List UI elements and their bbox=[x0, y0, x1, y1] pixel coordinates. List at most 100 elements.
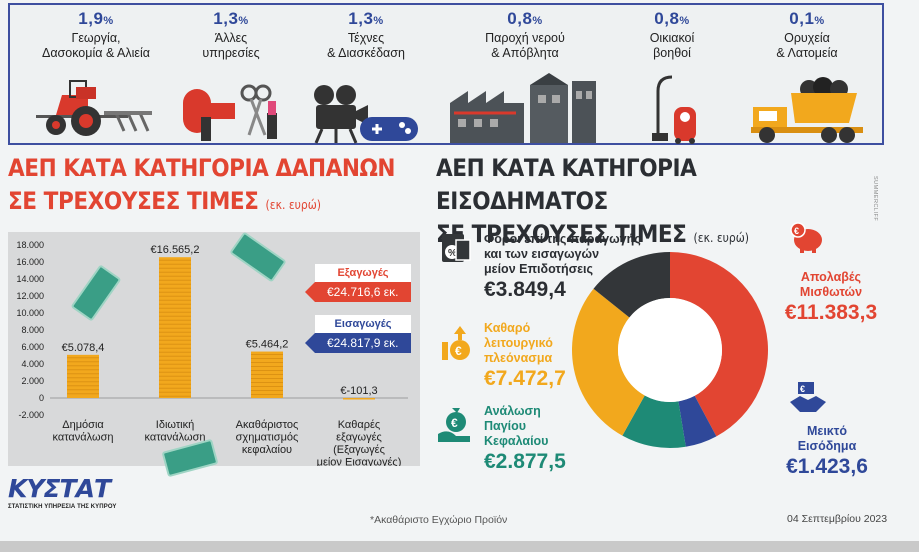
sector-pct: 0,8% bbox=[507, 9, 543, 28]
sector-pct: 1,3% bbox=[213, 9, 249, 28]
category-label: εξαγωγές bbox=[336, 432, 382, 444]
y-tick-label: 18.000 bbox=[16, 240, 44, 250]
y-tick-label: -2.000 bbox=[18, 410, 44, 420]
imports-value: €24.817,9 εκ. bbox=[305, 333, 411, 353]
exports-value: €24.716,6 εκ. bbox=[305, 282, 411, 302]
sector-water: 0,8% Παροχή νερού & Απόβλητα bbox=[450, 9, 600, 143]
income-donut-chart bbox=[572, 252, 768, 448]
sector-name: Ορυχεία & Λατομεία bbox=[776, 31, 838, 60]
income-surplus-amount: €7.472,7 bbox=[484, 367, 566, 390]
factory-icon bbox=[450, 73, 596, 143]
sector-household: 0,8% Οικιακοί βοηθοί bbox=[608, 9, 736, 144]
income-compensation: Απολαβές Μισθωτών €11.383,3 bbox=[781, 270, 881, 326]
bar bbox=[159, 257, 191, 398]
svg-text:€: € bbox=[794, 226, 799, 236]
income-taxes-amount: €3.849,4 bbox=[484, 278, 566, 301]
income-mixed-label: Μεικτό Εισόδημα bbox=[797, 424, 857, 453]
donut-slice bbox=[572, 288, 645, 436]
sector-name: Παροχή νερού & Απόβλητα bbox=[485, 31, 565, 60]
svg-text:€: € bbox=[800, 384, 805, 394]
category-label: Ακαθάριστος bbox=[236, 419, 299, 431]
piggy-bank-icon: € bbox=[790, 222, 822, 253]
income-capital: Ανάλωση Παγίου Κεφαλαίου €2.877,5 bbox=[484, 404, 566, 475]
expenditure-bar-chart: 18.000 16.000 14.000 12.000 10.000 8.000 6.000… bbox=[16, 240, 408, 467]
bar-value-label: €5.078,4 bbox=[62, 342, 105, 354]
y-tick-label: 10.000 bbox=[16, 308, 44, 318]
sector-name: Τέχνες & Διασκέδαση bbox=[327, 31, 405, 60]
y-tick-label: 14.000 bbox=[16, 274, 44, 284]
tax-document-icon: % bbox=[442, 234, 471, 262]
category-label: Ιδιωτική bbox=[156, 419, 194, 431]
bottom-band bbox=[0, 541, 919, 552]
sector-name: Οικιακοί βοηθοί bbox=[649, 31, 695, 60]
publication-date: 04 Σεπτεμβρίου 2023 bbox=[787, 513, 888, 525]
income-mixed: Μεικτό Εισόδημα €1.423,6 bbox=[781, 424, 873, 480]
category-label: κεφαλαίου bbox=[242, 444, 292, 456]
expenditure-title: ΑΕΠ ΚΑΤΑ ΚΑΤΗΓΟΡΙΑ ΔΑΠΑΝΩΝ ΣΕ ΤΡΕΧΟΥΣΕΣ … bbox=[8, 154, 396, 215]
y-tick-label: 6.000 bbox=[21, 342, 44, 352]
camera-gamepad-icon bbox=[314, 85, 418, 144]
sector-pct: 1,9% bbox=[78, 9, 114, 28]
donut-hole bbox=[618, 298, 722, 402]
bar-value-label: €16.565,2 bbox=[151, 244, 200, 256]
category-label: κατανάλωση bbox=[145, 432, 206, 444]
income-title: ΑΕΠ ΚΑΤΑ ΚΑΤΗΓΟΡΙΑ ΕΙΣΟΔΗΜΑΤΟΣ ΣΕ ΤΡΕΧΟΥ… bbox=[436, 154, 750, 248]
bar-value-label: €-101,3 bbox=[340, 385, 377, 397]
sector-arts: 1,3% Τέχνες & Διασκέδαση bbox=[302, 9, 430, 144]
income-capital-label: Ανάλωση Παγίου Κεφαλαίου bbox=[484, 404, 549, 448]
logo-subtitle: ΣΤΑΤΙΣΤΙΚΗ ΥΠΗΡΕΣΙΑ ΤΗΣ ΚΥΠΡΟΥ bbox=[8, 504, 117, 510]
donut-slice bbox=[593, 252, 670, 318]
dump-truck-icon bbox=[751, 77, 863, 143]
income-mixed-amount: €1.423,6 bbox=[786, 455, 868, 478]
vacuum-icon bbox=[652, 75, 696, 144]
growth-coin-icon: € bbox=[442, 326, 470, 360]
donut-slice bbox=[670, 252, 768, 437]
svg-text:€: € bbox=[451, 416, 458, 430]
money-bag-hand-icon: € bbox=[438, 408, 470, 442]
bar-value-label: €5.464,2 bbox=[246, 339, 289, 351]
category-label: σχηματισμός bbox=[236, 432, 299, 444]
income-capital-amount: €2.877,5 bbox=[484, 450, 566, 473]
unit-label: (εκ. ευρώ) bbox=[265, 198, 322, 212]
exports-box: Εξαγωγές €24.716,6 εκ. bbox=[305, 264, 411, 302]
y-tick-label: 16.000 bbox=[16, 257, 44, 267]
category-label: μείον Εισαγωγές) bbox=[317, 457, 402, 467]
category-label: (Εξαγωγές bbox=[333, 444, 385, 456]
y-tick-label: 4.000 bbox=[21, 359, 44, 369]
income-taxes: Φόροι επί της παραγωγής και των εισαγωγώ… bbox=[484, 232, 641, 303]
income-surplus: Καθαρό λειτουργικό πλεόνασμα €7.472,7 bbox=[484, 321, 566, 392]
category-label: Δημόσια bbox=[62, 419, 104, 431]
logo-text: ΚΥΣΤΑΤ bbox=[8, 474, 111, 503]
y-tick-label: 12.000 bbox=[16, 291, 44, 301]
sector-name: Άλλες υπηρεσίες bbox=[202, 31, 260, 60]
footnote: *Ακαθάριστο Εγχώριο Προϊόν bbox=[370, 514, 508, 526]
y-tick-label: 2.000 bbox=[21, 376, 44, 386]
income-compensation-label: Απολαβές Μισθωτών bbox=[799, 270, 863, 299]
imports-box: Εισαγωγές €24.817,9 εκ. bbox=[305, 315, 411, 353]
sector-name: Γεωργία, Δασοκομία & Αλιεία bbox=[41, 31, 151, 60]
y-tick-label: 8.000 bbox=[21, 325, 44, 335]
income-compensation-amount: €11.383,3 bbox=[784, 301, 878, 324]
category-label: κατανάλωση bbox=[53, 432, 114, 444]
imports-label: Εισαγωγές bbox=[315, 315, 411, 333]
sector-other-services: 1,3% Άλλες υπηρεσίες bbox=[167, 9, 295, 141]
svg-text:€: € bbox=[455, 344, 462, 358]
donut-slice bbox=[622, 395, 686, 448]
bar bbox=[343, 398, 375, 400]
sector-pct: 0,8% bbox=[654, 9, 690, 28]
income-taxes-label: Φόροι επί της παραγωγής και των εισαγωγώ… bbox=[484, 232, 641, 276]
exports-label: Εξαγωγές bbox=[315, 264, 411, 282]
sector-strip: 1,9% Γεωργία, Δασοκομία & Αλιεία 1,3% Άλλ… bbox=[8, 3, 884, 145]
sector-pct: 0,1% bbox=[789, 9, 825, 28]
designer-credit: SUMMERCLIFF bbox=[872, 176, 878, 222]
y-tick-label: 0 bbox=[39, 393, 44, 403]
cystat-logo: ΚΥΣΤΑΤ ΣΤΑΤΙΣΤΙΚΗ ΥΠΗΡΕΣΙΑ ΤΗΣ ΚΥΠΡΟΥ bbox=[8, 474, 117, 510]
sector-mining: 0,1% Ορυχεία & Λατομεία bbox=[743, 9, 871, 143]
sector-agriculture: 1,9% Γεωργία, Δασοκομία & Αλιεία bbox=[32, 9, 160, 136]
sector-pct: 1,3% bbox=[348, 9, 384, 28]
donut-slice bbox=[678, 395, 717, 447]
unit-label: (εκ. ευρώ) bbox=[693, 231, 750, 245]
svg-text:%: % bbox=[448, 248, 457, 259]
bar bbox=[67, 354, 99, 398]
tractor-icon bbox=[36, 80, 152, 136]
